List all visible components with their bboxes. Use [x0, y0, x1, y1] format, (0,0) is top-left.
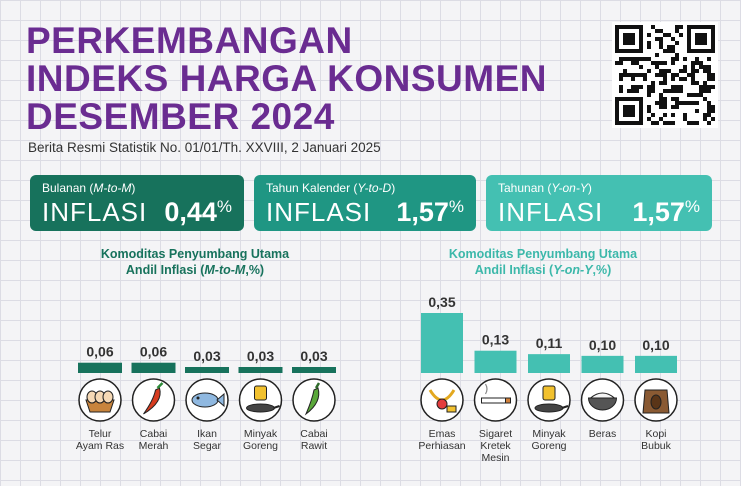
- section-title-mtm: Komoditas Penyumbang Utama Andil Inflasi…: [100, 247, 290, 277]
- card-yoy-inflation: Tahunan (Y-on-Y) INFLASI 1,57%: [486, 175, 712, 231]
- card-value: 1,57%: [396, 197, 464, 227]
- bar: [131, 362, 176, 373]
- bar-value-label: 0,11: [536, 335, 563, 351]
- card-word: INFLASI: [42, 197, 148, 227]
- category-label: Emas: [429, 428, 456, 440]
- category-label: Perhiasan: [418, 440, 465, 452]
- card-label: Tahun Kalender (Y-to-D): [266, 181, 396, 195]
- card-value: 1,57%: [632, 197, 700, 227]
- category-label: Minyak: [532, 428, 566, 440]
- category-label: Mesin: [481, 452, 509, 464]
- category-label: Goreng: [531, 440, 566, 452]
- category-label: Goreng: [243, 440, 278, 452]
- bar-value-label: 0,06: [140, 344, 167, 360]
- card-word: INFLASI: [266, 197, 372, 227]
- bar: [238, 367, 283, 373]
- bar-value-label: 0,03: [247, 348, 274, 364]
- card-label: Tahunan (Y-on-Y): [498, 181, 592, 195]
- category-label: Merah: [139, 440, 169, 452]
- page-subtitle: Berita Resmi Statistik No. 01/01/Th. XXV…: [28, 140, 381, 155]
- category-label: Sigaret: [479, 428, 512, 440]
- card-ytd-inflation: Tahun Kalender (Y-to-D) INFLASI 1,57%: [254, 175, 476, 231]
- page-title: PERKEMBANGAN INDEKS HARGA KONSUMEN DESEM…: [26, 22, 547, 136]
- bar-value-label: 0,10: [589, 337, 616, 353]
- section-title-yoy: Komoditas Penyumbang Utama Andil Inflasi…: [448, 247, 638, 277]
- bar: [635, 355, 677, 373]
- bar: [474, 350, 517, 373]
- title-line-2: INDEKS HARGA KONSUMEN: [26, 58, 547, 99]
- card-label: Bulanan (M-to-M): [42, 181, 136, 195]
- category-label: Telur: [89, 428, 112, 440]
- qr-code-icon[interactable]: [612, 22, 718, 128]
- bar-value-label: 0,06: [86, 344, 113, 360]
- category-label: Cabai: [300, 428, 327, 440]
- bar: [292, 367, 336, 373]
- category-label: Rawit: [301, 440, 327, 452]
- category-label: Kopi: [645, 428, 666, 440]
- category-label: Kretek: [480, 440, 511, 452]
- bar: [421, 313, 463, 373]
- bar-value-label: 0,10: [642, 337, 669, 353]
- bar: [528, 354, 570, 373]
- category-label: Cabai: [140, 428, 167, 440]
- card-word: INFLASI: [498, 197, 604, 227]
- bar-value-label: 0,35: [428, 294, 455, 310]
- category-label: Bubuk: [641, 440, 672, 452]
- category-label: Segar: [193, 440, 222, 452]
- title-line-1: PERKEMBANGAN: [26, 20, 353, 61]
- bar-value-label: 0,03: [300, 348, 327, 364]
- bar-value-label: 0,13: [482, 332, 509, 348]
- bar: [78, 362, 122, 373]
- bar: [581, 355, 624, 373]
- category-label: Minyak: [244, 428, 278, 440]
- card-value: 0,44%: [164, 197, 232, 227]
- category-label: Beras: [589, 428, 616, 440]
- bar-value-label: 0,03: [193, 348, 220, 364]
- bar: [185, 367, 229, 373]
- title-line-3: DESEMBER 2024: [26, 96, 335, 137]
- category-label: Ayam Ras: [76, 440, 124, 452]
- card-monthly-inflation: Bulanan (M-to-M) INFLASI 0,44%: [30, 175, 244, 231]
- category-label: Ikan: [197, 428, 217, 440]
